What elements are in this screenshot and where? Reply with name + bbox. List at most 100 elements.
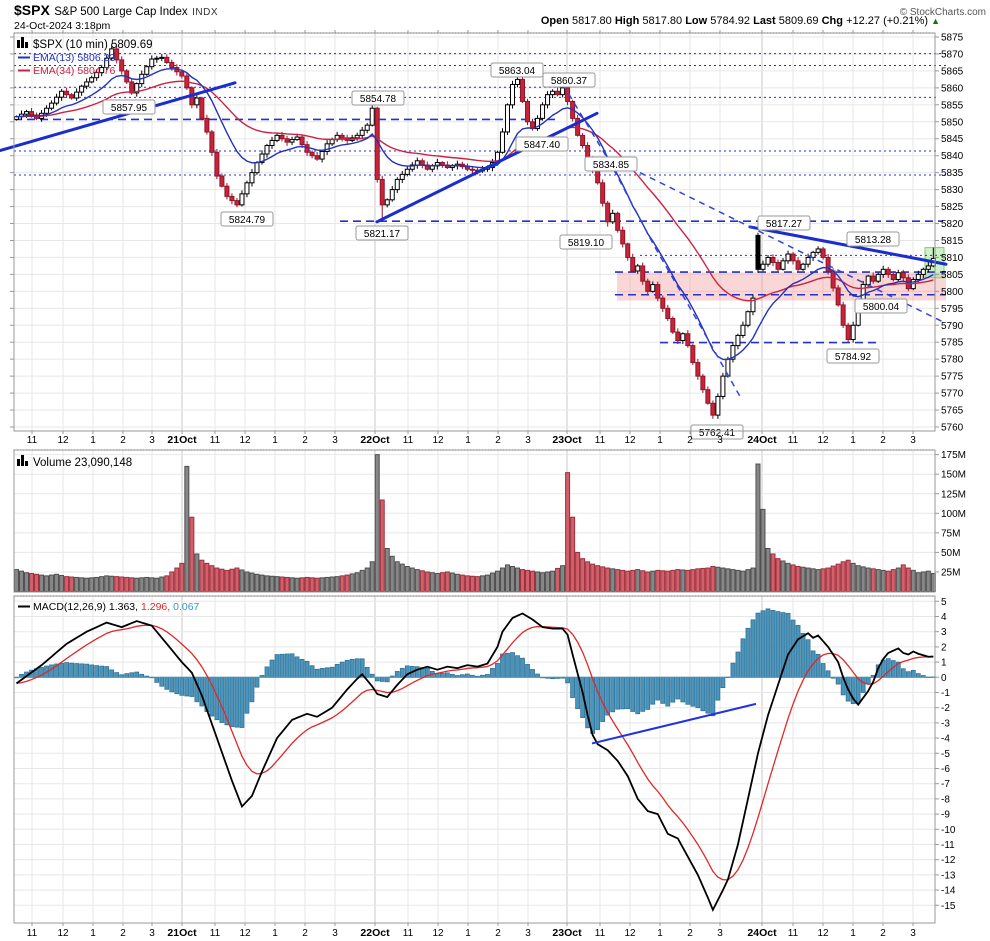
time-axis-label: 2 — [880, 928, 886, 939]
annotation-label[interactable]: 5784.92 — [826, 348, 880, 364]
macd-legend[interactable]: MACD(12,26,9) 1.363, 1.296, 0.067 — [33, 601, 200, 613]
annotation-label[interactable]: 5857.95 — [102, 99, 156, 115]
candle — [925, 265, 931, 270]
time-axis-label: 2 — [302, 435, 308, 446]
candle — [409, 164, 415, 170]
time-axis-label: 12 — [57, 928, 69, 939]
macd-histogram-bar — [169, 676, 175, 693]
macd-trendline[interactable] — [591, 702, 757, 745]
candle — [895, 272, 901, 280]
macd-histogram-bar — [705, 676, 711, 714]
macd-histogram-bar — [249, 676, 255, 703]
ema13-legend[interactable]: EMA(13) 5806.23 — [33, 52, 115, 64]
volume-bar — [434, 573, 440, 592]
volume-bar — [289, 577, 295, 593]
candle — [815, 248, 821, 253]
volume-bar — [650, 570, 656, 593]
macd-histogram-bar — [189, 676, 195, 697]
annotation-text: 5854.78 — [360, 94, 397, 105]
annotation-label[interactable]: 5834.85 — [584, 156, 638, 172]
volume-bar — [509, 565, 515, 593]
macd-histogram-bar — [299, 658, 305, 678]
price-legend[interactable]: $SPX (10 min) 5809.69 — [33, 39, 153, 51]
volume-bar — [419, 570, 425, 592]
volume-bar — [329, 576, 335, 593]
candle — [199, 97, 205, 119]
macd-axis-label: -3 — [941, 718, 950, 729]
macd-histogram-bar — [565, 676, 570, 684]
annotation-label[interactable]: 5824.79 — [220, 211, 274, 227]
candle — [540, 104, 546, 119]
volume-bar — [104, 575, 110, 592]
volume-bar — [109, 575, 115, 592]
candle — [159, 56, 165, 59]
annotation-label[interactable]: 5847.40 — [515, 136, 569, 152]
volume-bar — [314, 577, 320, 592]
ema34-line — [16, 80, 934, 302]
volume-bar — [169, 571, 175, 593]
candle — [615, 212, 621, 231]
time-axis-label: 11 — [27, 435, 38, 446]
volume-bar — [765, 547, 771, 592]
annotation-label[interactable]: 5863.04 — [490, 62, 544, 78]
annotation-label[interactable]: 5800.04 — [854, 298, 908, 314]
price-axis-label: 5825 — [941, 202, 964, 213]
annotation-label[interactable]: 5813.28 — [846, 231, 900, 247]
macd-axis-label: 0 — [941, 673, 947, 684]
time-axis-label: 2 — [687, 928, 693, 939]
annotation-label[interactable]: 5817.27 — [757, 215, 811, 231]
macd-histogram-bar — [685, 676, 691, 705]
candle — [224, 185, 230, 197]
annotation-box — [584, 156, 638, 172]
candle — [875, 273, 881, 282]
title-line: $SPX S&P 500 Large Cap Index INDX — [14, 2, 218, 20]
candle — [499, 131, 505, 153]
candle — [384, 199, 390, 206]
time-axis-label: 2 — [880, 435, 886, 446]
price-axis-label: 5850 — [941, 117, 964, 128]
ema34-legend[interactable]: EMA(34) 5804.76 — [33, 65, 115, 77]
volume-bar — [670, 569, 676, 592]
volume-bar — [855, 565, 861, 592]
annotation-label[interactable]: 5819.10 — [559, 234, 613, 250]
volume-bar — [244, 571, 250, 593]
candle — [399, 173, 405, 180]
dashed-trendline[interactable] — [639, 171, 944, 323]
volume-bar — [655, 569, 661, 592]
candle — [520, 78, 526, 102]
macd-axis-label: -14 — [941, 886, 956, 897]
annotation-label[interactable]: 5762.41 — [690, 424, 744, 440]
volume-bar — [389, 555, 395, 592]
candle — [164, 56, 170, 63]
macd-histogram-bar — [675, 676, 681, 700]
price-plot-area[interactable] — [14, 33, 935, 431]
macd-histogram-bar — [309, 665, 315, 678]
candle — [670, 317, 676, 333]
candle — [314, 155, 320, 160]
candle — [129, 81, 135, 94]
candle — [119, 59, 125, 72]
macd-histogram-bar — [334, 664, 340, 678]
volume-bar — [69, 576, 75, 593]
volume-bar — [645, 571, 651, 593]
time-axis-label: 11 — [595, 928, 606, 939]
volume-legend[interactable]: Volume 23,090,148 — [33, 457, 132, 469]
volume-bar — [214, 567, 220, 592]
dashed-trendline[interactable] — [562, 84, 741, 397]
candle — [705, 389, 711, 404]
trendline[interactable] — [375, 111, 599, 224]
candle — [324, 143, 330, 152]
candle — [685, 333, 691, 347]
time-axis-label: 1 — [465, 435, 471, 446]
trendline[interactable] — [0, 81, 237, 153]
low-label: Low — [685, 15, 708, 27]
volume-bar — [64, 576, 70, 593]
annotation-label[interactable]: 5854.78 — [351, 90, 405, 106]
candle — [149, 58, 155, 68]
annotation-label[interactable]: 5821.17 — [355, 225, 409, 241]
volume-bar — [114, 576, 120, 593]
candle — [595, 170, 601, 184]
time-axis-label: 12 — [432, 928, 444, 939]
volume-bar — [74, 576, 80, 593]
annotation-label[interactable]: 5860.37 — [542, 72, 596, 88]
